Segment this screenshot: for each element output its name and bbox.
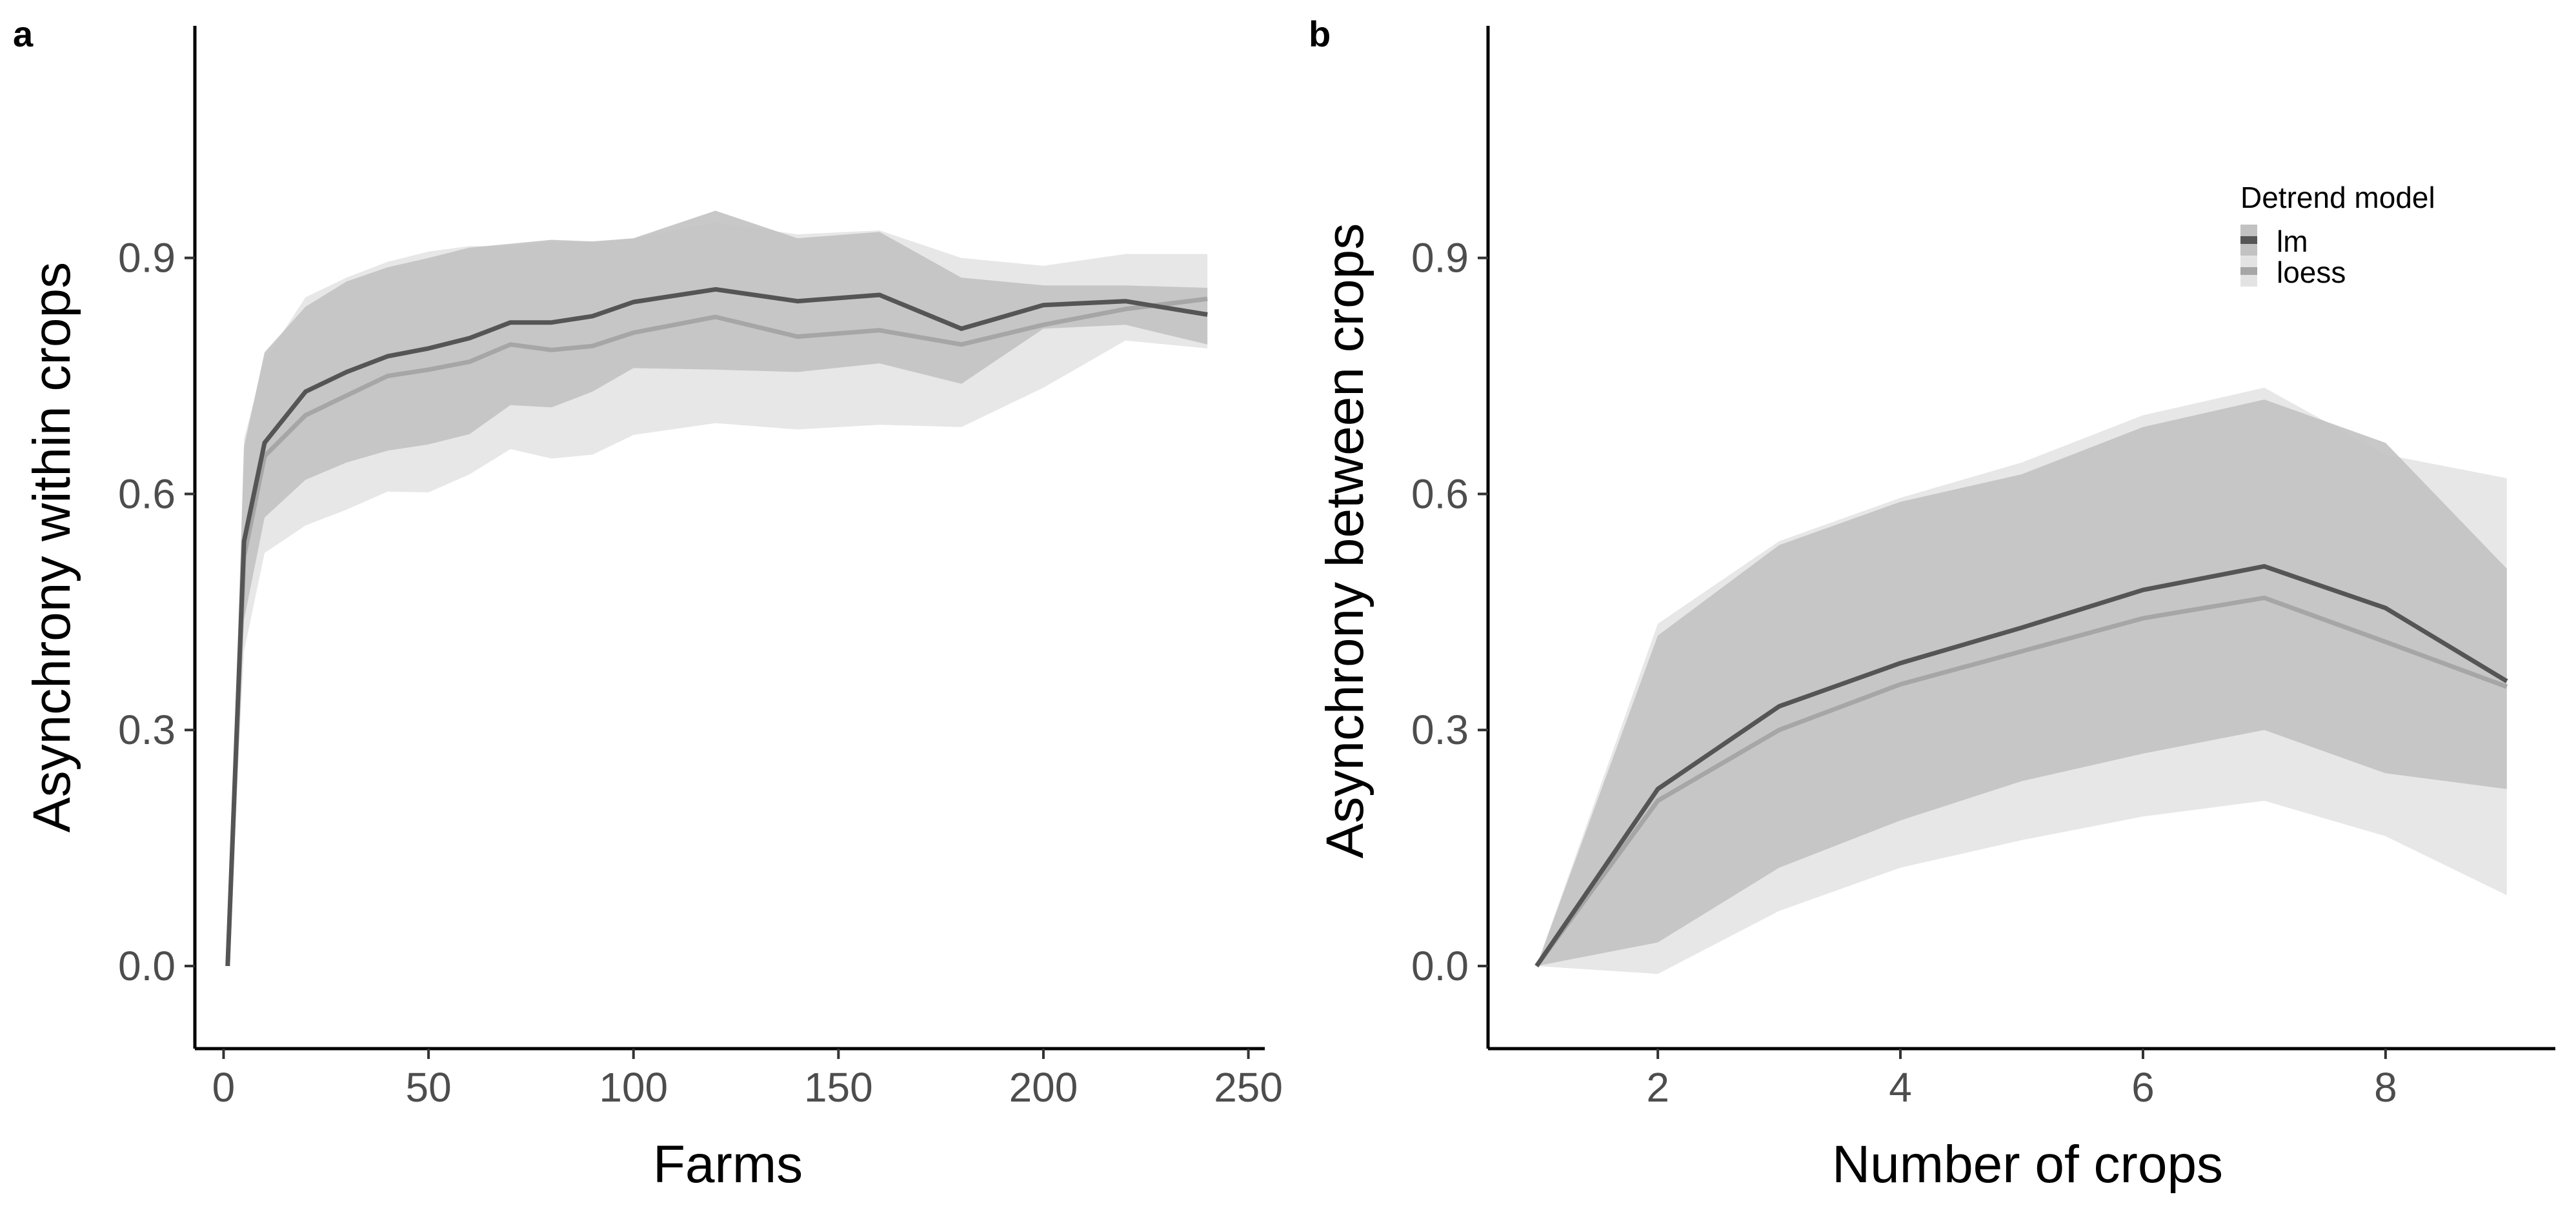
panel-b-lines xyxy=(1535,564,2508,968)
panel-a-x-tick-label: 200 xyxy=(1009,1064,1078,1111)
legend-key-line-lm xyxy=(2240,236,2257,244)
panel-b-bands xyxy=(1536,387,2507,974)
panel-a-x-tick-label: 50 xyxy=(405,1064,451,1111)
legend-keys xyxy=(2240,225,2257,287)
panel-a-x-ticks: 0 50 100 150 200 250 xyxy=(212,1049,1283,1111)
panel-b-x-tick-label: 8 xyxy=(2374,1064,2397,1111)
panel-a-y-tick-label: 0.3 xyxy=(118,707,176,753)
panel-b-y-tick-label: 0.9 xyxy=(1411,235,1469,281)
panel-b-line-lm xyxy=(1535,564,2508,967)
panel-b-y-tick-label: 0.3 xyxy=(1411,707,1469,753)
legend-label-loess: loess xyxy=(2277,256,2346,289)
panel-a-y-tick-label: 0.6 xyxy=(118,470,176,517)
panel-b-x-axis-title: Number of crops xyxy=(1832,1135,2223,1194)
panel-a-bands xyxy=(227,210,1208,966)
panel-a-lines xyxy=(225,287,1208,967)
panel-b-letter: b xyxy=(1309,14,1331,54)
panel-b-x-ticks: 2 4 6 8 xyxy=(1646,1049,2397,1111)
panel-b-x-tick-label: 6 xyxy=(2131,1064,2155,1111)
panel-a-y-tick-label: 0.0 xyxy=(118,943,176,989)
panel-a-line-loess xyxy=(225,296,1208,967)
panel-b-x-tick-label: 4 xyxy=(1889,1064,1912,1111)
panel-a-y-ticks: 0.0 0.3 0.6 0.9 xyxy=(118,235,195,989)
panel-a-band-lm xyxy=(227,210,1208,966)
panel-a-line-lm xyxy=(225,287,1208,967)
panel-a-y-axis-title: Asynchrony within crops xyxy=(23,262,81,832)
panel-a-x-tick-label: 250 xyxy=(1214,1064,1283,1111)
panel-b-axes xyxy=(1486,26,2555,1051)
panel-a-y-tick-label: 0.9 xyxy=(118,235,176,281)
legend-key-line-loess xyxy=(2240,267,2257,275)
panel-b-y-ticks: 0.0 0.3 0.6 0.9 xyxy=(1411,235,1488,989)
panel-a: a 0 50 100 150 200 250 0.0 0.3 0.6 0.9 Farms Asy… xyxy=(13,14,1283,1194)
panel-a-x-axis-title: Farms xyxy=(653,1135,803,1194)
panel-a-x-tick-label: 0 xyxy=(212,1064,236,1111)
panel-b-line-loess xyxy=(1535,595,2508,968)
panel-b-y-axis-title: Asynchrony between crops xyxy=(1316,223,1374,859)
panel-a-letter: a xyxy=(13,14,34,54)
panel-a-x-tick-label: 100 xyxy=(599,1064,668,1111)
panel-a-axes xyxy=(193,26,1265,1051)
panel-b-x-tick-label: 2 xyxy=(1646,1064,1669,1111)
panel-a-x-tick-label: 150 xyxy=(804,1064,873,1111)
legend-title: Detrend model xyxy=(2240,181,2435,214)
panel-b-y-tick-label: 0.0 xyxy=(1411,943,1469,989)
panel-b-y-tick-label: 0.6 xyxy=(1411,470,1469,517)
legend: Detrend model lm loess xyxy=(2240,181,2435,289)
panel-b: b 2 4 6 8 0.0 0.3 0.6 0.9 Number of crops Asyn… xyxy=(1309,14,2555,1194)
panel-b-band-lm xyxy=(1536,399,2507,966)
legend-label-lm: lm xyxy=(2277,225,2308,258)
